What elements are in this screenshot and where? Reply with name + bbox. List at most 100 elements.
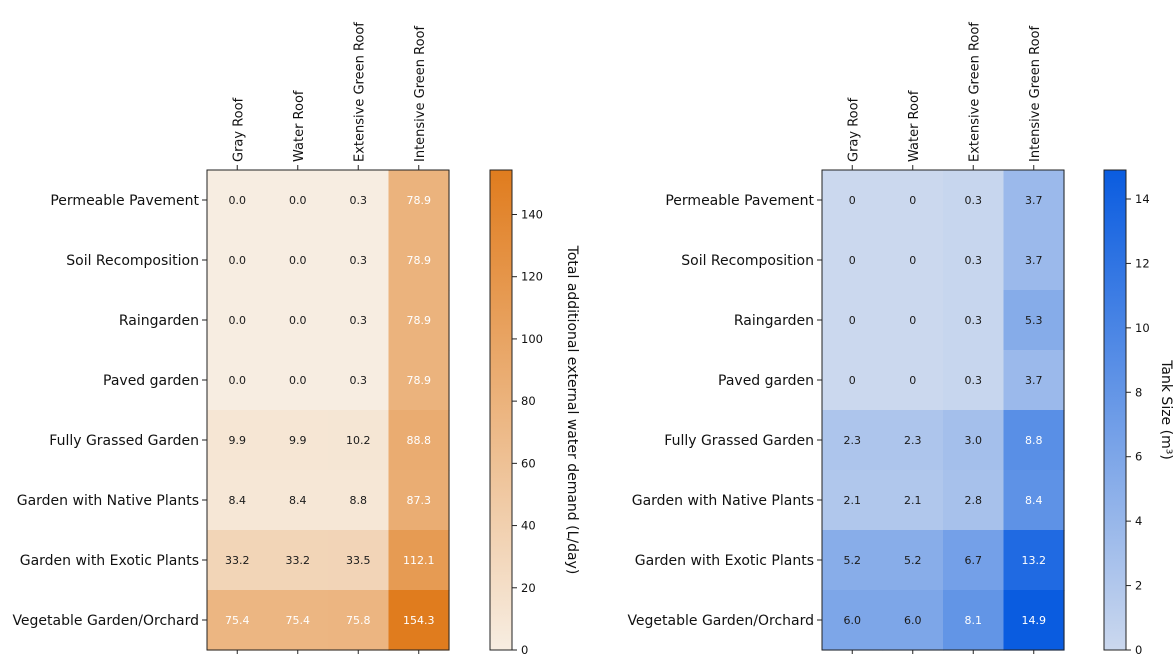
heatmap-cell bbox=[207, 530, 269, 591]
cell-value-label: 9.9 bbox=[229, 434, 247, 447]
heatmap-cell bbox=[1003, 350, 1065, 411]
heatmap-cell bbox=[207, 350, 269, 411]
heatmap-cell bbox=[328, 230, 390, 291]
heatmap-cell bbox=[822, 170, 884, 231]
heatmap-frame bbox=[821, 169, 1065, 651]
heatmap-cell bbox=[388, 290, 450, 351]
heatmap-cell bbox=[943, 350, 1005, 411]
colorbar-tick-label: 4 bbox=[1135, 514, 1142, 528]
heatmap-tank-size: 0 0 0.3 3.7 0 0 0.3 3.7 0 0 0.3 5.3 0 0 0.3 3.7 2.3 2.3 3.… bbox=[627, 22, 1174, 654]
heatmap-cell bbox=[267, 170, 329, 231]
heatmap-cell bbox=[328, 410, 390, 471]
cell-value-label: 0.3 bbox=[965, 314, 983, 327]
cell-value-label: 78.9 bbox=[407, 254, 432, 267]
cell-value-label: 0.0 bbox=[229, 254, 247, 267]
heatmap-cell bbox=[1003, 470, 1065, 531]
cell-value-label: 6.0 bbox=[904, 614, 922, 627]
cell-value-label: 0.0 bbox=[229, 374, 247, 387]
heatmap-cell bbox=[207, 410, 269, 471]
heatmap-cell bbox=[267, 590, 329, 651]
colorbar-tick-label: 8 bbox=[1135, 385, 1142, 399]
cell-value-label: 0 bbox=[909, 374, 916, 387]
heatmap-cell bbox=[882, 230, 944, 291]
heatmap-cell bbox=[207, 470, 269, 531]
heatmap-cell bbox=[943, 590, 1005, 651]
heatmap-cell bbox=[267, 470, 329, 531]
heatmap-cell bbox=[822, 290, 884, 351]
cell-value-label: 2.1 bbox=[904, 494, 922, 507]
cell-value-label: 0.3 bbox=[965, 194, 983, 207]
heatmap-water-demand: 0.0 0.0 0.3 78.9 0.0 0.0 0.3 78.9 0.0 0.0 0.3 78.9 0… bbox=[12, 22, 580, 654]
row-label: Permeable Pavement bbox=[50, 193, 199, 209]
column-label: Water Roof bbox=[292, 90, 307, 162]
cell-value-label: 0 bbox=[849, 374, 856, 387]
cell-value-label: 0.3 bbox=[350, 314, 368, 327]
cell-value-label: 0.3 bbox=[350, 254, 368, 267]
colorbar-tick-label: 2 bbox=[1135, 579, 1142, 593]
row-label: Garden with Exotic Plants bbox=[20, 553, 199, 569]
column-label: Intensive Green Roof bbox=[1028, 26, 1043, 162]
heatmap-cell bbox=[882, 170, 944, 231]
row-label: Garden with Native Plants bbox=[17, 493, 199, 509]
heatmap-cell bbox=[388, 530, 450, 591]
heatmap-cell bbox=[943, 230, 1005, 291]
colorbar bbox=[1103, 169, 1127, 651]
heatmap-cell bbox=[882, 290, 944, 351]
colorbar-tick-label: 20 bbox=[521, 581, 536, 595]
colorbar-tick-label: 60 bbox=[521, 456, 536, 470]
heatmap-frame bbox=[206, 169, 450, 651]
cell-value-label: 88.8 bbox=[407, 434, 432, 447]
cell-value-label: 0.0 bbox=[289, 194, 307, 207]
cell-value-label: 6.0 bbox=[844, 614, 862, 627]
cell-value-label: 3.7 bbox=[1025, 194, 1043, 207]
colorbar-tick-label: 40 bbox=[521, 519, 536, 533]
cell-value-label: 0 bbox=[909, 314, 916, 327]
colorbar-label: Tank Size (m³) bbox=[1158, 359, 1174, 460]
cell-value-label: 33.2 bbox=[225, 554, 250, 567]
heatmap-cell bbox=[328, 170, 390, 231]
cell-value-label: 5.2 bbox=[904, 554, 922, 567]
row-label: Raingarden bbox=[119, 313, 199, 329]
cell-value-label: 2.3 bbox=[844, 434, 862, 447]
cell-value-label: 87.3 bbox=[407, 494, 432, 507]
heatmap-cell bbox=[207, 290, 269, 351]
row-label: Fully Grassed Garden bbox=[49, 433, 199, 449]
heatmap-cell bbox=[943, 470, 1005, 531]
heatmap-cell bbox=[328, 470, 390, 531]
heatmap-cell bbox=[943, 410, 1005, 471]
column-label: Extensive Green Roof bbox=[352, 22, 367, 162]
colorbar bbox=[489, 169, 513, 651]
row-label: Soil Recomposition bbox=[681, 253, 814, 269]
heatmap-cell bbox=[1003, 410, 1065, 471]
heatmap-cell bbox=[882, 410, 944, 471]
heatmap-cell bbox=[388, 350, 450, 411]
heatmap-cell bbox=[943, 170, 1005, 231]
cell-value-label: 2.1 bbox=[844, 494, 862, 507]
cell-value-label: 3.7 bbox=[1025, 254, 1043, 267]
colorbar-tick-label: 0 bbox=[521, 643, 528, 654]
colorbar-tick-label: 0 bbox=[1135, 643, 1142, 654]
row-label: Vegetable Garden/Orchard bbox=[12, 613, 199, 629]
cell-value-label: 0.3 bbox=[350, 194, 368, 207]
heatmap-cell bbox=[267, 290, 329, 351]
heatmap-cell bbox=[328, 590, 390, 651]
heatmap-cell bbox=[1003, 230, 1065, 291]
cell-value-label: 0.0 bbox=[229, 194, 247, 207]
row-label: Garden with Native Plants bbox=[632, 493, 814, 509]
heatmap-cell bbox=[388, 230, 450, 291]
heatmap-cell bbox=[267, 530, 329, 591]
colorbar-label: Total additional external water demand (… bbox=[564, 245, 580, 575]
cell-value-label: 0.0 bbox=[289, 314, 307, 327]
column-label: Intensive Green Roof bbox=[413, 26, 428, 162]
cell-value-label: 112.1 bbox=[403, 554, 435, 567]
column-label: Extensive Green Roof bbox=[967, 22, 982, 162]
cell-value-label: 13.2 bbox=[1022, 554, 1047, 567]
heatmap-cell bbox=[822, 530, 884, 591]
heatmap-cell bbox=[943, 290, 1005, 351]
row-label: Raingarden bbox=[734, 313, 814, 329]
colorbar-tick-label: 6 bbox=[1135, 450, 1142, 464]
cell-value-label: 33.2 bbox=[286, 554, 311, 567]
column-label: Gray Roof bbox=[846, 97, 861, 162]
heatmap-cell bbox=[882, 590, 944, 651]
